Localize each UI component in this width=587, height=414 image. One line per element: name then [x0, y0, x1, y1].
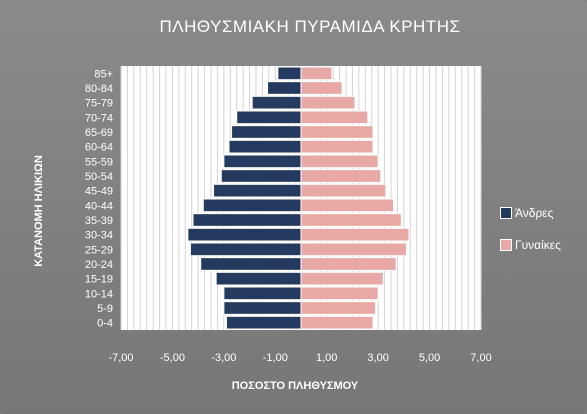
- y-tick-label: 60-64: [85, 142, 113, 154]
- bar-women: [300, 110, 369, 125]
- y-tick-label: 5-9: [97, 303, 113, 315]
- legend-swatch-women: [500, 239, 512, 251]
- y-tick-label: 15-19: [85, 274, 113, 286]
- y-tick-label: 80-84: [85, 83, 113, 95]
- y-tick-label: 55-59: [85, 156, 113, 168]
- x-tick-label: -7,00: [108, 352, 133, 364]
- y-tick-label: 65-69: [85, 127, 113, 139]
- bar-men: [220, 169, 302, 183]
- bar-women: [300, 125, 374, 139]
- y-tick-label: 70-74: [85, 112, 113, 124]
- bar-women: [300, 286, 379, 301]
- bar-women: [300, 227, 410, 242]
- bar-women: [300, 242, 407, 257]
- x-tick-label: -1,00: [263, 352, 288, 364]
- legend-swatch-men: [500, 207, 512, 219]
- bar-men: [223, 154, 302, 169]
- chart-title: ΠΛΗΘΥΣΜΙΑΚΗ ΠΥΡΑΜΙΔΑ ΚΡΗΤΗΣ: [159, 17, 461, 36]
- y-tick-label: 20-24: [85, 259, 113, 271]
- x-tick-label: 1,00: [316, 352, 337, 364]
- bar-men: [236, 110, 302, 125]
- legend: Άνδρες Γυναίκες: [500, 206, 561, 270]
- bar-women: [300, 66, 333, 81]
- bar-men: [213, 183, 302, 198]
- legend-label-men: Άνδρες: [515, 206, 554, 220]
- legend-item-women: Γυναίκες: [500, 238, 561, 252]
- bar-men: [187, 227, 302, 242]
- y-tick-label: 30-34: [85, 230, 113, 242]
- y-tick-label: 40-44: [85, 200, 113, 212]
- bar-men: [223, 301, 302, 315]
- x-tick-label: -5,00: [160, 352, 185, 364]
- bar-women: [300, 198, 395, 213]
- y-tick-label: 50-54: [85, 171, 113, 183]
- bar-women: [300, 139, 374, 154]
- bar-women: [300, 315, 374, 330]
- x-tick-label: -3,00: [211, 352, 236, 364]
- bar-men: [202, 198, 302, 213]
- y-tick-label: 10-14: [85, 288, 113, 300]
- y-tick-label: 35-39: [85, 215, 113, 227]
- bar-women: [300, 257, 397, 271]
- x-axis-title: ΠΟΣΟΣΤΟ ΠΛΗΘΥΣΜΟΥ: [231, 380, 359, 392]
- bar-women: [300, 301, 377, 315]
- y-tick-label: 85+: [94, 68, 113, 80]
- y-tick-label: 25-29: [85, 244, 113, 256]
- bar-women: [300, 183, 387, 198]
- bar-men: [200, 257, 302, 271]
- bar-men: [215, 271, 302, 286]
- bar-men: [251, 95, 302, 110]
- x-tick-label: 7,00: [470, 352, 491, 364]
- bar-men: [223, 286, 302, 301]
- y-tick-label: 75-79: [85, 98, 113, 110]
- bar-women: [300, 271, 384, 286]
- bar-men: [225, 315, 302, 330]
- y-tick-label: 0-4: [97, 318, 113, 330]
- bar-women: [300, 213, 402, 227]
- bar-men: [189, 242, 302, 257]
- x-tick-label: 5,00: [419, 352, 440, 364]
- bar-men: [228, 139, 302, 154]
- legend-item-men: Άνδρες: [500, 206, 561, 220]
- bar-women: [300, 81, 343, 95]
- bar-men: [192, 213, 302, 227]
- y-tick-label: 45-49: [85, 186, 113, 198]
- legend-label-women: Γυναίκες: [515, 238, 561, 252]
- x-tick-label: 3,00: [367, 352, 388, 364]
- bar-women: [300, 95, 356, 110]
- bar-men: [277, 66, 302, 81]
- bar-women: [300, 169, 382, 183]
- bar-men: [231, 125, 302, 139]
- bar-men: [267, 81, 302, 95]
- bar-women: [300, 154, 379, 169]
